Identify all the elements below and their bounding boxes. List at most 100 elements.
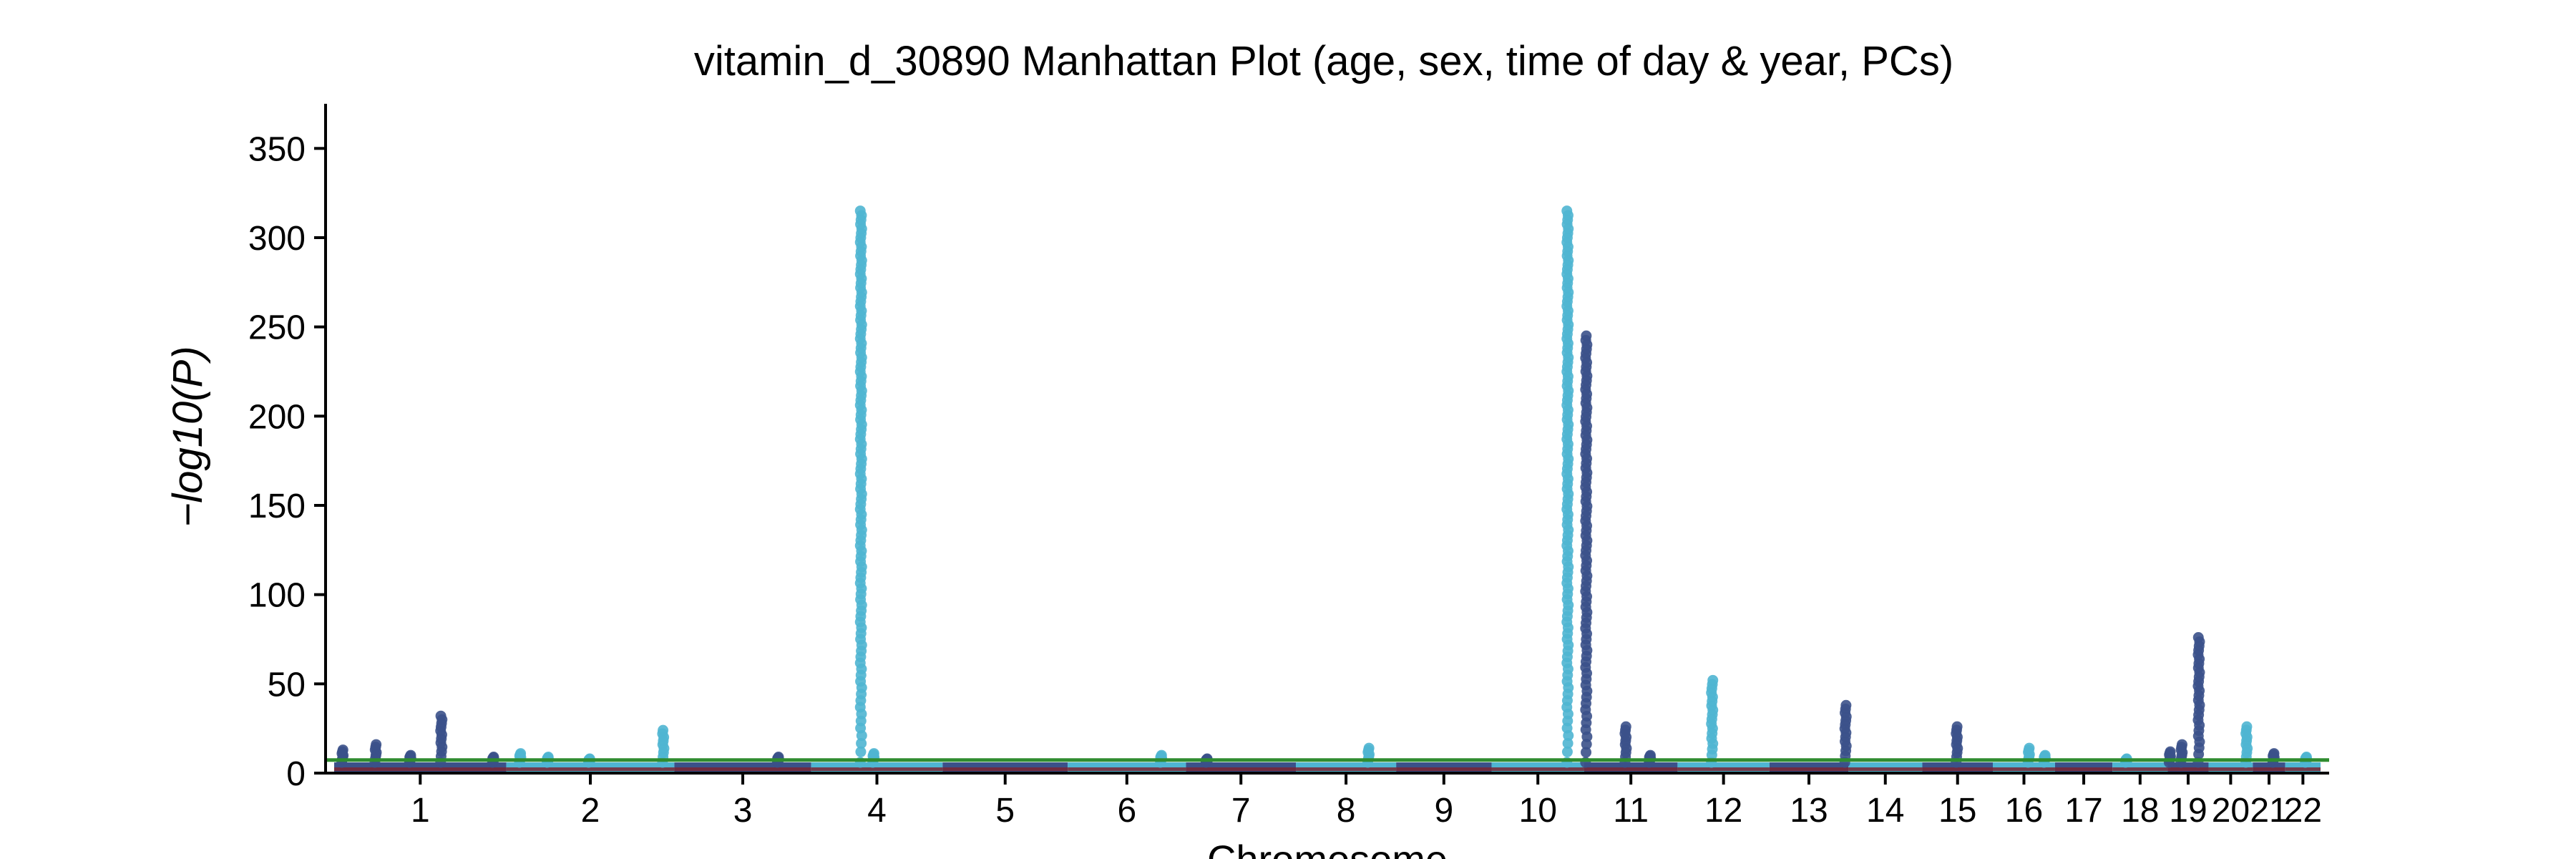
variant-point	[2039, 749, 2051, 761]
x-tick-label-chr13: 13	[1790, 792, 1828, 830]
chrom-band-dense-8	[1296, 767, 1397, 772]
chrom-band-dense-16	[1993, 767, 2055, 772]
peak-chr11-16	[1580, 330, 1593, 768]
variant-point	[1707, 674, 1719, 686]
chrom-band-dense-22	[2285, 767, 2321, 772]
variant-point	[405, 749, 416, 761]
chrom-band-dense-7	[1186, 767, 1297, 772]
variant-point	[2268, 748, 2280, 759]
peak-chr4-10	[854, 205, 867, 768]
peak-chr19-27	[2192, 632, 2205, 768]
peak-chr8-14	[1362, 742, 1375, 768]
chrom-band-dense-18	[2112, 767, 2168, 772]
peak-chr13-20	[1839, 699, 1852, 768]
variant-point	[855, 746, 867, 757]
x-tick-label-chr16: 16	[2005, 792, 2043, 830]
chrom-band-dense-20	[2208, 767, 2253, 772]
peak-chr1-1	[369, 739, 382, 768]
y-tick-label: 350	[248, 130, 306, 168]
x-tick-label-chr21: 21	[2250, 792, 2288, 830]
chrom-band-dense-19	[2167, 767, 2209, 772]
y-tick-label: 100	[248, 577, 306, 615]
peak-chr10-15	[1561, 205, 1574, 768]
variant-point	[854, 205, 866, 217]
x-axis-label: Chromosome	[1207, 837, 1448, 859]
peak-chr1-3	[435, 710, 448, 768]
variant-point	[658, 724, 669, 736]
variant-points	[336, 205, 2313, 768]
x-tick-label-chr17: 17	[2064, 792, 2102, 830]
chrom-band-dense-1	[334, 767, 507, 772]
chrom-band-dense-5	[942, 767, 1068, 772]
x-tick-label-chr8: 8	[1337, 792, 1356, 830]
chrom-band-dense-4	[811, 767, 943, 772]
peak-chr12-19	[1706, 674, 1719, 768]
chrom-band-dense-15	[1922, 767, 1994, 772]
variant-point	[1620, 721, 1631, 732]
x-tick-label-chr14: 14	[1866, 792, 1904, 830]
x-tick-label-chr2: 2	[581, 792, 600, 830]
x-tick-label-chr1: 1	[411, 792, 430, 830]
chrom-band-dense-3	[674, 767, 811, 772]
variant-point	[1562, 737, 1574, 749]
x-tick-label-chr15: 15	[1938, 792, 1976, 830]
x-tick-label-chr22: 22	[2284, 792, 2322, 830]
background-variants	[334, 762, 2321, 773]
x-tick-label-chr11: 11	[1613, 792, 1649, 830]
x-tick-label-chr19: 19	[2169, 792, 2207, 830]
variant-point	[2165, 746, 2176, 757]
plot-area	[327, 205, 2329, 773]
y-tick-label: 0	[286, 755, 306, 793]
x-tick-label-chr4: 4	[867, 792, 887, 830]
variant-point	[2192, 632, 2204, 644]
chrom-band-dense-10	[1491, 767, 1584, 772]
peak-chr19-26	[2175, 739, 2188, 768]
x-tick-label-chr7: 7	[1231, 792, 1251, 830]
variant-point	[1561, 205, 1573, 217]
y-ticks: 0 50 100 150 200 250 300 350	[248, 130, 326, 793]
chrom-band-dense-6	[1068, 767, 1186, 772]
chrom-band-dense-17	[2054, 767, 2113, 772]
x-tick-label-chr9: 9	[1434, 792, 1453, 830]
variant-point	[1644, 749, 1656, 761]
chrom-band-dense-13	[1769, 767, 1849, 772]
variant-point	[1840, 699, 1852, 711]
variant-point	[2024, 742, 2035, 754]
y-tick-label: 150	[248, 487, 306, 525]
x-tick-label-chr12: 12	[1704, 792, 1742, 830]
peak-chr11-17	[1619, 721, 1632, 768]
y-tick-label: 250	[248, 309, 306, 347]
x-tick-label-chr3: 3	[733, 792, 753, 830]
y-tick-label: 50	[268, 666, 306, 704]
chrom-band-dense-9	[1396, 767, 1492, 772]
chrom-band-dense-2	[506, 767, 675, 772]
variant-point	[856, 737, 867, 749]
variant-point	[1951, 721, 1963, 732]
x-tick-label-chr18: 18	[2121, 792, 2159, 830]
y-tick-label: 300	[248, 220, 306, 258]
variant-point	[1156, 749, 1167, 761]
variant-point	[1561, 746, 1573, 757]
peak-chr1-0	[336, 744, 349, 768]
variant-point	[371, 739, 382, 750]
variant-point	[1581, 330, 1592, 341]
variant-point	[515, 748, 527, 759]
chrom-band-dense-11	[1584, 767, 1678, 772]
chrom-band-dense-21	[2253, 767, 2285, 772]
variant-point	[435, 710, 447, 722]
chart-title: vitamin_d_30890 Manhattan Plot (age, sex…	[694, 38, 1953, 84]
y-axis: 0 50 100 150 200 250 300 350 −log10(P)	[165, 104, 327, 793]
x-tick-label-chr20: 20	[2212, 792, 2250, 830]
variant-point	[868, 748, 879, 759]
variant-point	[337, 744, 348, 756]
chrom-band-dense-12	[1677, 767, 1770, 772]
x-tick-label-chr10: 10	[1519, 792, 1557, 830]
variant-point	[1363, 742, 1375, 754]
x-tick-label-chr5: 5	[995, 792, 1015, 830]
y-axis-label: −log10(P)	[165, 346, 211, 527]
variant-point	[2176, 739, 2187, 750]
peak-chr16-22	[2022, 742, 2035, 768]
x-tick-label-chr6: 6	[1117, 792, 1136, 830]
